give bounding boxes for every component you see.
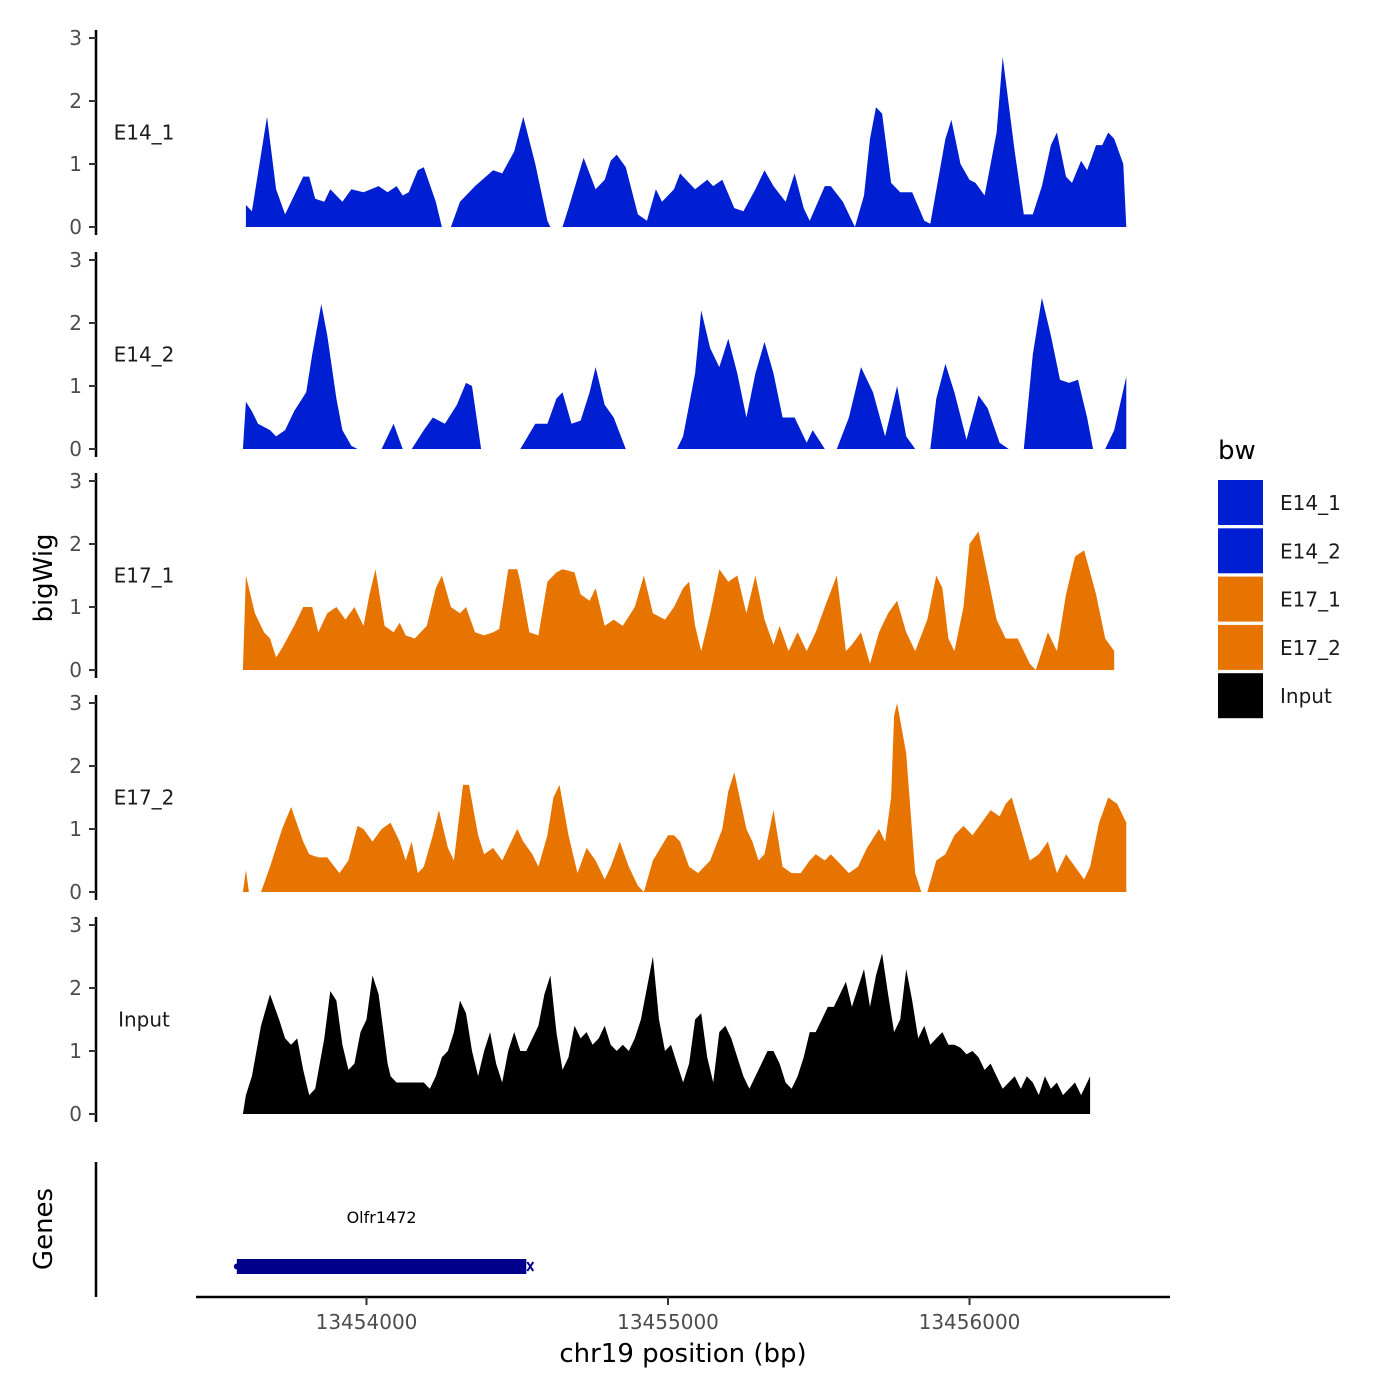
y-tick-label: 3: [69, 469, 82, 493]
track-input: 0 1 2 3 Input: [69, 913, 1091, 1126]
gene-body: [236, 1259, 527, 1274]
x-axis-title: chr19 position (bp): [559, 1339, 806, 1369]
coverage-area-e17-1: [242, 531, 1115, 670]
legend-item: E17_1: [1218, 576, 1341, 622]
track-label: E17_1: [114, 564, 175, 588]
y-tick-label: 0: [69, 1102, 82, 1126]
y-tick-label: 2: [69, 754, 82, 778]
genes-panel: Olfr1472: [94, 1162, 535, 1297]
y-tick-label: 0: [69, 215, 82, 239]
legend-label: E17_2: [1280, 636, 1341, 660]
y-tick-label: 0: [69, 880, 82, 904]
y-tick-label: 0: [69, 437, 82, 461]
gene-olfr1472: Olfr1472: [233, 1208, 535, 1274]
legend-title: bw: [1218, 436, 1256, 466]
y-tick-label: 1: [69, 817, 82, 841]
y-tick-label: 3: [69, 26, 82, 50]
genes-axis-title: Genes: [29, 1188, 59, 1270]
track-e17-1: 0 1 2 3 E17_1: [69, 469, 1115, 682]
y-tick-label: 1: [69, 1039, 82, 1063]
legend-item: E14_1: [1218, 480, 1341, 525]
legend-swatch: [1218, 480, 1263, 525]
y-axis-title: bigWig: [29, 533, 59, 622]
track-e17-2: 0 1 2 3 E17_2: [69, 691, 1127, 904]
legend-swatch: [1218, 673, 1263, 719]
legend-label: Input: [1280, 684, 1332, 708]
y-tick-label: 0: [69, 658, 82, 682]
gene-start-marker: [233, 1263, 240, 1270]
coverage-area-e14-1: [245, 56, 1127, 228]
y-tick-label: 1: [69, 374, 82, 398]
legend-item: E14_2: [1218, 528, 1341, 574]
coverage-tracks: 0 1 2 3 E14_1 0 1 2 3 E14_2 0 1 2 3 E17_1 0 1 2 3 E17_2 0 1 2 3…: [69, 26, 1127, 1126]
y-tick-label: 3: [69, 913, 82, 937]
track-label: E17_2: [114, 786, 175, 810]
y-tick-label: 2: [69, 89, 82, 113]
track-label: Input: [118, 1008, 170, 1032]
y-tick-label: 1: [69, 595, 82, 619]
legend-label: E14_1: [1280, 491, 1341, 515]
coverage-area-e17-2: [242, 703, 1127, 892]
legend-item: E17_2: [1218, 624, 1341, 670]
gene-label: Olfr1472: [347, 1208, 417, 1227]
x-tick-label: 13456000: [919, 1310, 1021, 1334]
legend-label: E14_2: [1280, 539, 1341, 563]
y-tick-label: 3: [69, 248, 82, 272]
y-tick-label: 3: [69, 691, 82, 715]
x-tick-label: 13454000: [316, 1310, 418, 1334]
x-axis: 13454000 13455000 13456000: [196, 1295, 1170, 1334]
track-e14-2: 0 1 2 3 E14_2: [69, 248, 1127, 461]
y-tick-label: 1: [69, 152, 82, 176]
coverage-area-e14-2: [242, 297, 1127, 449]
y-tick-label: 2: [69, 311, 82, 335]
x-tick-label: 13455000: [617, 1310, 719, 1334]
gene-end-marker: [526, 1261, 535, 1272]
legend-label: E17_1: [1280, 588, 1341, 612]
legend-item: Input: [1218, 673, 1332, 719]
y-tick-label: 2: [69, 532, 82, 556]
legend-swatch: [1218, 624, 1263, 670]
coverage-area-input: [242, 953, 1091, 1114]
track-e14-1: 0 1 2 3 E14_1: [69, 26, 1127, 239]
y-tick-label: 2: [69, 976, 82, 1000]
legend: bw E14_1 E14_2 E17_1 E17_2 Input: [1218, 436, 1341, 719]
legend-swatch: [1218, 528, 1263, 574]
track-label: E14_1: [114, 121, 175, 145]
legend-swatch: [1218, 576, 1263, 622]
track-label: E14_2: [114, 343, 175, 367]
